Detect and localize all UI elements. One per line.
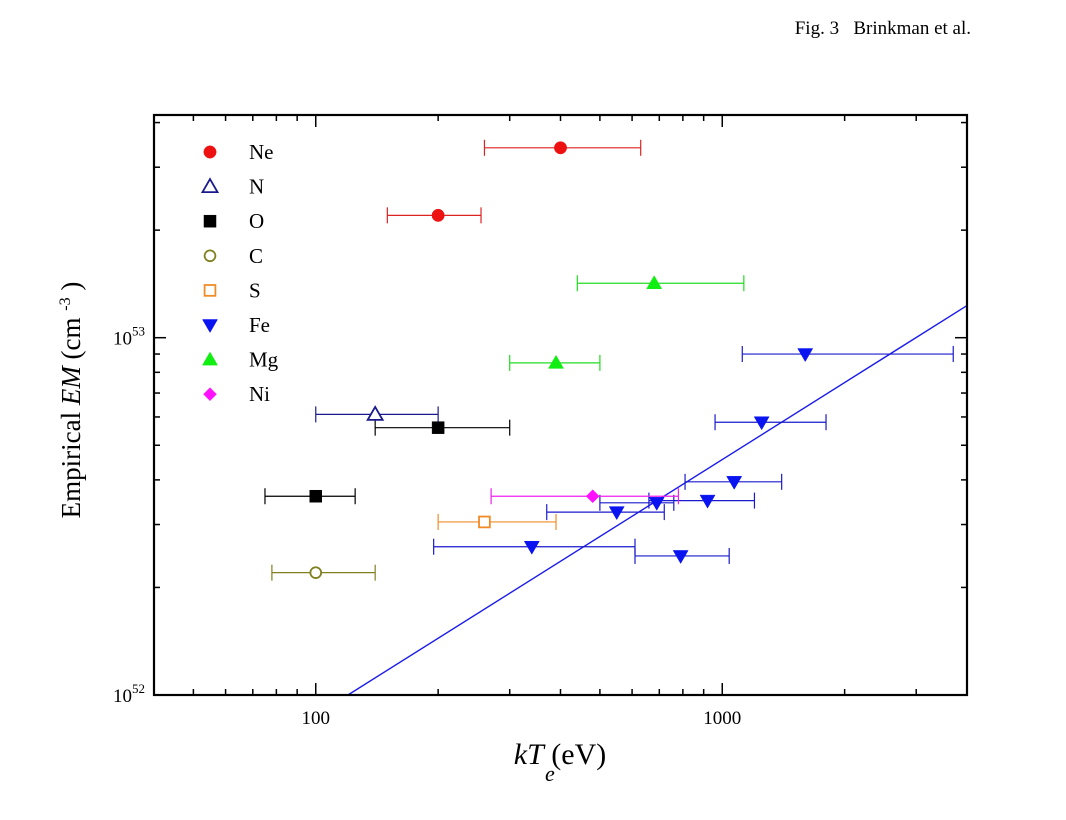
- x-label-subscript: e: [545, 761, 555, 786]
- errorbar-mg: [576, 275, 745, 292]
- y-tick-exponent: 52: [132, 681, 145, 696]
- legend-marker-n: [200, 177, 220, 194]
- y-axis-label: Empirical EM (cm -3 ): [46, 282, 86, 519]
- x-label-main: kT: [514, 738, 546, 771]
- point-ne-1: [431, 208, 445, 222]
- point-fe-7: [523, 540, 540, 555]
- legend-item-c: C: [203, 244, 263, 268]
- point-fe-5: [648, 497, 665, 511]
- point-ni-1: [585, 489, 600, 504]
- legend-label-ni: Ni: [249, 382, 270, 406]
- figure-caption: Fig. 3 Brinkman et al.: [794, 18, 971, 39]
- point-c-1: [309, 566, 323, 579]
- legend-item-ni: Ni: [203, 382, 270, 406]
- legend-marker-o: [203, 214, 217, 228]
- y-label-prefix: Empirical: [56, 405, 86, 518]
- errorbar-c: [271, 564, 376, 581]
- legend-marker-s: [203, 284, 217, 297]
- errorbar-fe: [599, 494, 675, 511]
- point-ne-2: [554, 141, 567, 155]
- legend-item-mg: Mg: [202, 348, 279, 372]
- legend-marker-ne: [203, 145, 217, 159]
- legend-marker-mg: [202, 351, 218, 366]
- y-label-em: EM: [56, 365, 86, 406]
- y-label-unit-sup: -3: [57, 297, 74, 310]
- point-mg-2: [646, 275, 663, 290]
- x-tick-label: 100: [302, 708, 331, 729]
- point-fe-4: [699, 494, 716, 509]
- point-fe-1: [797, 348, 814, 363]
- legend-item-s: S: [203, 278, 261, 302]
- y-tick-exponent: 53: [132, 324, 145, 339]
- legend-item-o: O: [203, 209, 264, 233]
- point-n-1: [366, 405, 385, 421]
- legend-item-fe: Fe: [202, 313, 270, 337]
- legend-item-ne: Ne: [203, 140, 274, 164]
- point-mg-1: [548, 354, 564, 369]
- errorbar-ni: [490, 488, 679, 505]
- y-tick-label: 1053: [113, 324, 145, 350]
- legend-marker-fe: [202, 319, 218, 334]
- y-label-unit-open: (cm: [56, 317, 86, 359]
- minor-ticks: [153, 115, 968, 696]
- point-fe-3: [726, 476, 743, 490]
- plot-frame: [152, 113, 969, 697]
- point-s-1: [478, 515, 491, 529]
- legend-label-mg: Mg: [249, 348, 279, 372]
- legend-marker-ni: [203, 387, 217, 402]
- error-bars: [264, 139, 954, 581]
- point-o-1: [309, 489, 323, 503]
- legend-label-o: O: [249, 209, 264, 233]
- point-fe-2: [753, 416, 770, 431]
- legend-marker-c: [203, 249, 217, 263]
- errorbar-fe: [741, 346, 954, 363]
- legend-label-ne: Ne: [249, 140, 274, 164]
- y-tick-label: 1052: [113, 681, 145, 707]
- errorbar-fe: [714, 414, 827, 431]
- errorbar-fe: [648, 492, 756, 509]
- errorbar-fe: [546, 504, 665, 521]
- legend-item-n: N: [200, 175, 264, 199]
- legend-label-c: C: [249, 244, 263, 268]
- x-axis-label: kT (eV): [514, 738, 606, 771]
- x-tick-label: 1000: [703, 708, 741, 729]
- y-tick-base: 10: [113, 329, 132, 350]
- legend-label-s: S: [249, 278, 261, 302]
- x-label-unit: (eV): [551, 738, 606, 771]
- data-points: [309, 141, 814, 579]
- legend-label-fe: Fe: [249, 313, 270, 337]
- point-o-2: [431, 421, 445, 434]
- errorbar-s: [437, 513, 557, 530]
- point-fe-8: [672, 550, 689, 564]
- y-label-unit-close: ): [56, 282, 86, 291]
- legend-label-n: N: [249, 175, 264, 199]
- point-fe-6: [608, 506, 625, 521]
- y-tick-base: 10: [113, 686, 132, 707]
